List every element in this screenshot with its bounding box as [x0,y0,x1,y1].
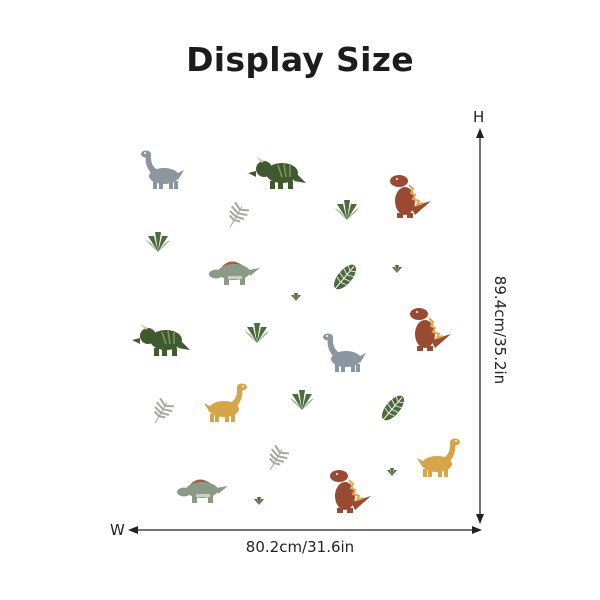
bush-sticker [290,390,314,410]
height-arrow [476,128,484,524]
tiny-bush-sticker [387,468,397,476]
palm-sticker [333,263,359,292]
width-label: 80.2cm/31.6in [245,538,355,556]
stego-sticker [209,261,260,285]
trex-sticker [330,470,371,513]
bush-sticker [146,232,170,252]
width-axis-letter: W [110,521,125,539]
trex-sticker [410,308,451,351]
brachio-sticker [417,438,460,477]
fern-sticker [269,444,289,471]
bush-sticker [335,200,359,220]
sticker-group [132,150,460,513]
page-title: Display Size [186,40,414,79]
tiny-bush-sticker [291,293,301,301]
brachio-sticker [204,383,247,422]
bush-sticker [245,323,269,343]
fern-sticker [154,397,174,424]
tiny-bush-sticker [254,497,264,505]
width-arrow [128,526,482,534]
height-axis-letter: H [473,108,485,126]
triceratops-sticker [132,324,190,356]
brachio-sticker [141,150,184,189]
triceratops-sticker [248,157,306,189]
tiny-bush-sticker [392,265,402,273]
palm-sticker [381,394,407,423]
height-label: 89.4cm/35.2in [491,275,509,385]
fern-sticker [229,201,249,228]
stego-sticker [177,479,228,503]
brachio-sticker [323,333,366,372]
trex-sticker [390,175,431,218]
